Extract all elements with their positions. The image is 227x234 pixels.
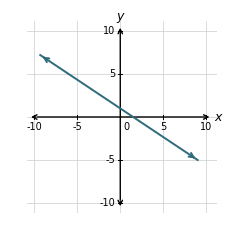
Text: 5: 5 (109, 69, 115, 79)
Text: 10: 10 (199, 122, 212, 132)
Text: 10: 10 (103, 26, 115, 36)
Text: -5: -5 (105, 155, 115, 165)
Text: 5: 5 (159, 122, 166, 132)
Text: 0: 0 (123, 122, 129, 132)
Text: -10: -10 (99, 198, 115, 208)
Text: -10: -10 (26, 122, 42, 132)
Text: x: x (213, 110, 220, 124)
Text: y: y (116, 10, 123, 23)
Text: -5: -5 (72, 122, 82, 132)
